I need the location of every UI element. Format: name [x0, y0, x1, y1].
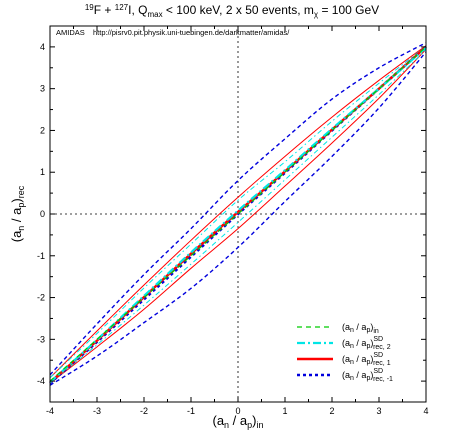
series-band-upper-3: [49, 42, 427, 376]
legend-label-1: (an / ap)SD rec, 2: [342, 336, 391, 351]
y-tick-label: 0: [40, 209, 45, 219]
chart-title: 19F + 127I, Qmax < 100 keV, 2 x 50 event…: [85, 3, 379, 19]
x-tick-label: 4: [423, 406, 428, 416]
series-band-upper-1: [49, 45, 427, 379]
x-tick-label: 2: [329, 406, 334, 416]
x-axis-label: (an / ap)in: [212, 413, 263, 430]
x-tick-label: 3: [376, 406, 381, 416]
y-axis: -4 -3 -2 -1 0 1 2 3 4: [37, 25, 426, 403]
series-band-lower-2: [49, 49, 427, 384]
y-tick-label: -1: [37, 251, 45, 261]
series-band-upper-2: [49, 45, 427, 379]
y-tick-label: 4: [40, 42, 45, 52]
y-tick-label: -2: [37, 293, 45, 303]
legend-label-0: (an / ap)in: [342, 322, 379, 335]
x-tick-label: -1: [187, 406, 195, 416]
series-line-3: [49, 45, 427, 385]
x-axis: -4 -3 -2 -1 0 1 2 3 4: [46, 26, 429, 416]
y-tick-label: -4: [37, 376, 45, 386]
y-axis-label: (an / ap)rec: [9, 185, 26, 242]
legend: (an / ap)in(an / ap)SD rec, 2(an / ap)SD r…: [297, 322, 393, 383]
y-tick-label: 3: [40, 84, 45, 94]
x-tick-label: 0: [235, 406, 240, 416]
x-tick-label: -3: [93, 406, 101, 416]
annotation-url: http://pisrv0.pit.physik.uni-tuebingen.d…: [93, 28, 290, 37]
legend-label-3: (an / ap)SD rec, -1: [342, 368, 393, 383]
series-band-lower-1: [49, 49, 427, 384]
x-tick-label: -2: [140, 406, 148, 416]
y-tick-label: 2: [40, 125, 45, 135]
series-band-lower-3: [49, 51, 427, 386]
annotation-label: AMIDAS: [56, 28, 85, 37]
series-line-0: [49, 46, 427, 382]
legend-label-2: (an / ap)SD rec, 1: [342, 352, 391, 367]
x-tick-label: -4: [46, 406, 54, 416]
y-tick-label: -3: [37, 334, 45, 344]
y-tick-label: 1: [40, 167, 45, 177]
x-tick-label: 1: [282, 406, 287, 416]
